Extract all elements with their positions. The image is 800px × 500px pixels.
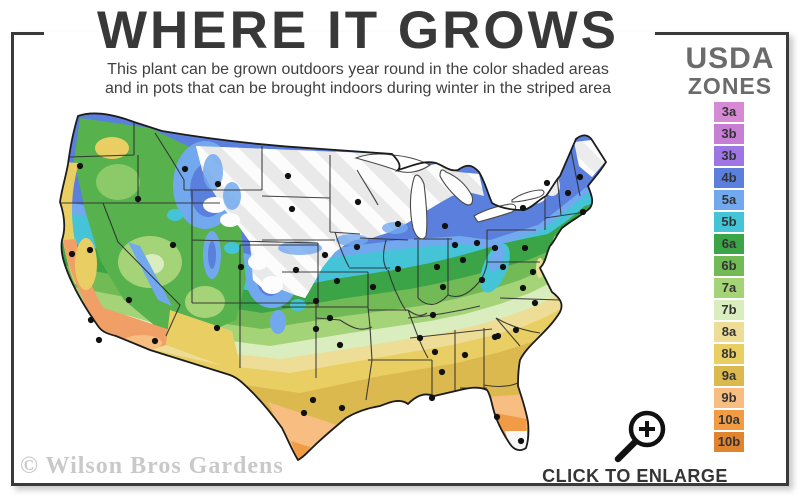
legend-title-zones: ZONES [687,73,773,99]
zone-legend: 3a 3b 3b 4b 5a 5b 6a 6b 7a 7b 8a 8b 9a 9b 10a 10b [714,102,744,454]
city-dot [125,296,133,304]
city-dot [354,198,362,206]
city-dot [519,284,527,292]
city-dot [394,265,402,273]
magnifying-glass-plus-icon[interactable] [606,402,676,466]
image-frame [11,32,789,486]
city-dot [284,172,292,180]
city-dot [134,195,142,203]
city-dot [521,244,529,252]
legend-zone-item: 6b [714,256,744,276]
city-dot [543,179,551,187]
city-dot [499,263,507,271]
city-dot [292,266,300,274]
city-dots [68,162,587,445]
city-dot [237,263,245,271]
page-title: WHERE IT GROWS [97,1,619,60]
legend-zone-item: 3b [714,124,744,144]
state-borders [60,122,587,401]
city-dot [68,250,76,258]
city-dot [451,241,459,249]
city-dot [429,311,437,319]
city-dot [576,173,584,181]
frame-top-left-segment [11,32,44,35]
legend-zone-item: 10b [714,432,744,452]
city-dot [87,316,95,324]
city-dot [493,413,501,421]
city-dot [369,283,377,291]
city-dot [431,348,439,356]
city-dot [321,251,329,259]
city-dot [478,276,486,284]
legend-zone-item: 7a [714,278,744,298]
legend-zone-item: 6a [714,234,744,254]
city-dot [439,283,447,291]
legend-zone-item: 9a [714,366,744,386]
legend-zone-item: 3a [714,102,744,122]
legend-title-usda: USDA [685,42,775,75]
city-dot [531,299,539,307]
legend-zone-item: 10a [714,410,744,430]
city-dot [288,205,296,213]
city-dot [169,241,177,249]
legend-zone-item: 8a [714,322,744,342]
city-dot [213,324,221,332]
city-dot [428,394,436,402]
city-dot [353,243,361,251]
city-dot [529,268,537,276]
city-dot [95,336,103,344]
legend-zone-item: 8b [714,344,744,364]
city-dot [579,208,587,216]
city-dot [312,297,320,305]
city-dot [86,246,94,254]
city-dot [151,337,159,345]
subtitle: This plant can be grown outdoors year ro… [0,60,716,98]
city-dot [181,165,189,173]
city-dot [326,314,334,322]
city-dot [312,325,320,333]
city-dot [441,222,449,230]
legend-zone-item: 3b [714,146,744,166]
city-dot [309,396,317,404]
city-dot [512,326,520,334]
city-dot [416,334,424,342]
city-dot [494,332,502,340]
city-dot [338,404,346,412]
click-to-enlarge-label[interactable]: CLICK TO ENLARGE [542,466,728,486]
city-dot [394,220,402,228]
subtitle-line-2: and in pots that can be brought indoors … [104,80,612,97]
city-dot [333,277,341,285]
subtitle-line-1: This plant can be grown outdoors year ro… [107,61,609,78]
city-dot [473,239,481,247]
legend-zone-item: 7b [714,300,744,320]
city-dot [461,351,469,359]
city-dot [336,341,344,349]
city-dot [519,204,527,212]
city-dot [438,368,446,376]
legend-zone-item: 9b [714,388,744,408]
city-dot [300,409,308,417]
us-outline [59,112,608,462]
city-dot [214,180,222,188]
city-dot [491,244,499,252]
legend-zone-item: 5b [714,212,744,232]
city-dot [76,162,84,170]
city-dot [517,437,525,445]
city-dot [564,189,572,197]
great-lakes [354,153,545,240]
frame-top-right-segment [655,32,786,35]
city-dot [459,256,467,264]
city-dot [433,263,441,271]
legend-zone-item: 4b [714,168,744,188]
legend-zone-item: 5a [714,190,744,210]
legend-title: USDA ZONES [678,42,782,99]
watermark: © Wilson Bros Gardens [20,453,284,479]
